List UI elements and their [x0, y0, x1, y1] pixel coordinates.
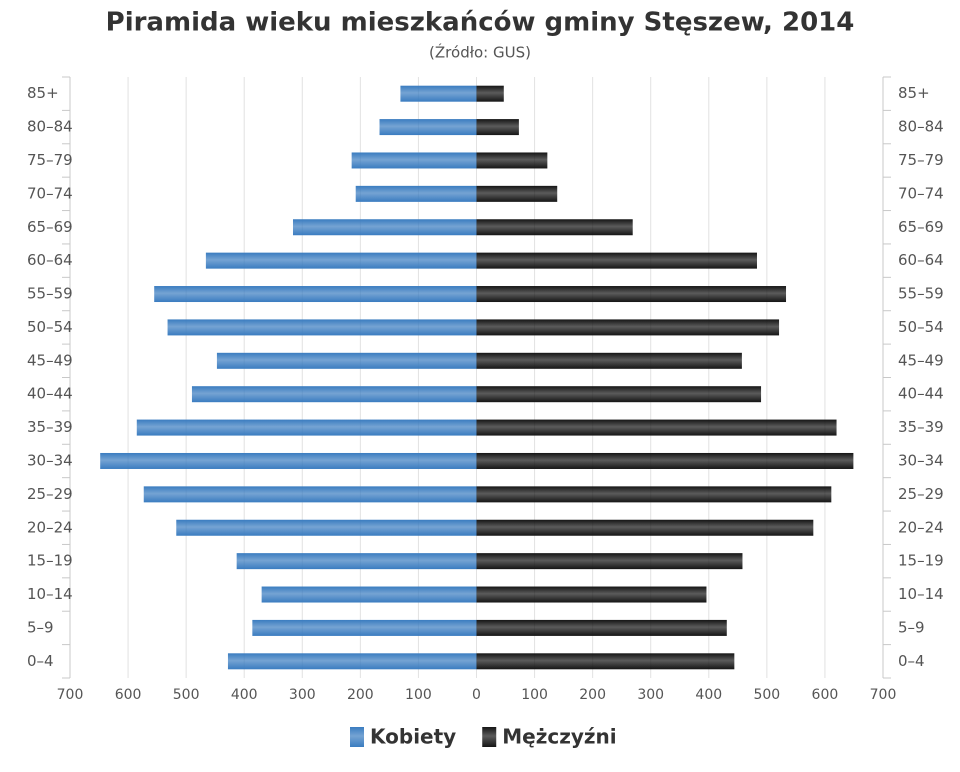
bar	[252, 619, 477, 636]
category-label: 5–9	[27, 618, 54, 636]
x-tick-label: 100	[405, 687, 432, 703]
bar	[355, 185, 477, 202]
x-tick-label: 500	[173, 687, 200, 703]
category-label: 20–24	[898, 518, 944, 536]
category-label: 45–49	[27, 351, 73, 369]
bar	[176, 519, 477, 536]
bar	[476, 352, 742, 369]
category-label: 80–84	[27, 118, 73, 136]
x-tick-label: 200	[347, 687, 374, 703]
category-label: 40–44	[898, 385, 944, 403]
x-tick-label: 400	[231, 687, 258, 703]
category-label: 60–64	[27, 251, 73, 269]
category-label: 20–24	[27, 518, 73, 536]
bar	[100, 452, 477, 469]
category-label: 25–29	[27, 485, 73, 503]
x-tick-label: 300	[289, 687, 316, 703]
x-tick-label: 600	[812, 687, 839, 703]
bar	[476, 185, 558, 202]
x-tick-label: 500	[753, 687, 780, 703]
bar	[476, 452, 854, 469]
category-label: 85+	[898, 84, 930, 102]
category-label: 25–29	[898, 485, 944, 503]
x-tick-label: 600	[115, 687, 142, 703]
category-label: 30–34	[27, 451, 73, 469]
category-label: 5–9	[898, 618, 925, 636]
bar	[476, 286, 787, 303]
bar	[351, 152, 477, 169]
x-tick-label: 0	[472, 687, 481, 703]
category-label: 50–54	[27, 318, 73, 336]
category-label: 45–49	[898, 351, 944, 369]
bar	[261, 586, 477, 603]
category-label: 85+	[27, 84, 59, 102]
legend-swatch	[350, 727, 364, 747]
bar	[292, 219, 477, 236]
bar	[476, 386, 762, 403]
bar	[476, 519, 814, 536]
category-label: 75–79	[898, 151, 944, 169]
category-label: 60–64	[898, 251, 944, 269]
bar	[227, 653, 477, 670]
bar	[476, 252, 757, 269]
bar	[476, 319, 780, 336]
bar	[476, 219, 633, 236]
category-label: 30–34	[898, 451, 944, 469]
category-label: 0–4	[27, 652, 54, 670]
bar	[476, 553, 743, 570]
legend-label: Kobiety	[370, 725, 456, 749]
x-tick-label: 200	[579, 687, 606, 703]
category-label: 65–69	[27, 218, 73, 236]
bar	[476, 619, 727, 636]
x-tick-label: 300	[637, 687, 664, 703]
x-tick-label: 400	[695, 687, 722, 703]
category-label: 15–19	[898, 552, 944, 570]
bar	[136, 419, 477, 436]
category-label: 10–14	[27, 585, 73, 603]
bar	[216, 352, 477, 369]
bar	[476, 586, 707, 603]
chart-subtitle: (Źródło: GUS)	[429, 43, 531, 62]
category-label: 0–4	[898, 652, 925, 670]
bar	[476, 119, 519, 136]
category-label: 15–19	[27, 552, 73, 570]
category-label: 80–84	[898, 118, 944, 136]
category-label: 75–79	[27, 151, 73, 169]
category-label: 55–59	[27, 285, 73, 303]
category-label: 10–14	[898, 585, 944, 603]
bar	[143, 486, 477, 503]
category-label: 50–54	[898, 318, 944, 336]
category-label: 35–39	[898, 418, 944, 436]
category-label: 55–59	[898, 285, 944, 303]
category-label: 40–44	[27, 385, 73, 403]
bar	[476, 152, 548, 169]
bar	[167, 319, 477, 336]
bar	[476, 419, 837, 436]
x-tick-label: 700	[57, 687, 84, 703]
bar	[205, 252, 477, 269]
bar	[154, 286, 477, 303]
bar	[236, 553, 477, 570]
bar	[191, 386, 477, 403]
category-label: 35–39	[27, 418, 73, 436]
bar	[400, 85, 477, 102]
bar	[379, 119, 477, 136]
x-tick-label: 700	[870, 687, 897, 703]
category-label: 70–74	[27, 184, 73, 202]
chart-title: Piramida wieku mieszkańców gminy Stęszew…	[106, 8, 855, 38]
category-label: 65–69	[898, 218, 944, 236]
category-label: 70–74	[898, 184, 944, 202]
x-tick-label: 100	[521, 687, 548, 703]
bar	[476, 653, 735, 670]
legend-label: Mężczyźni	[502, 725, 616, 749]
bar	[476, 85, 504, 102]
bar	[476, 486, 832, 503]
legend-swatch	[482, 727, 497, 747]
